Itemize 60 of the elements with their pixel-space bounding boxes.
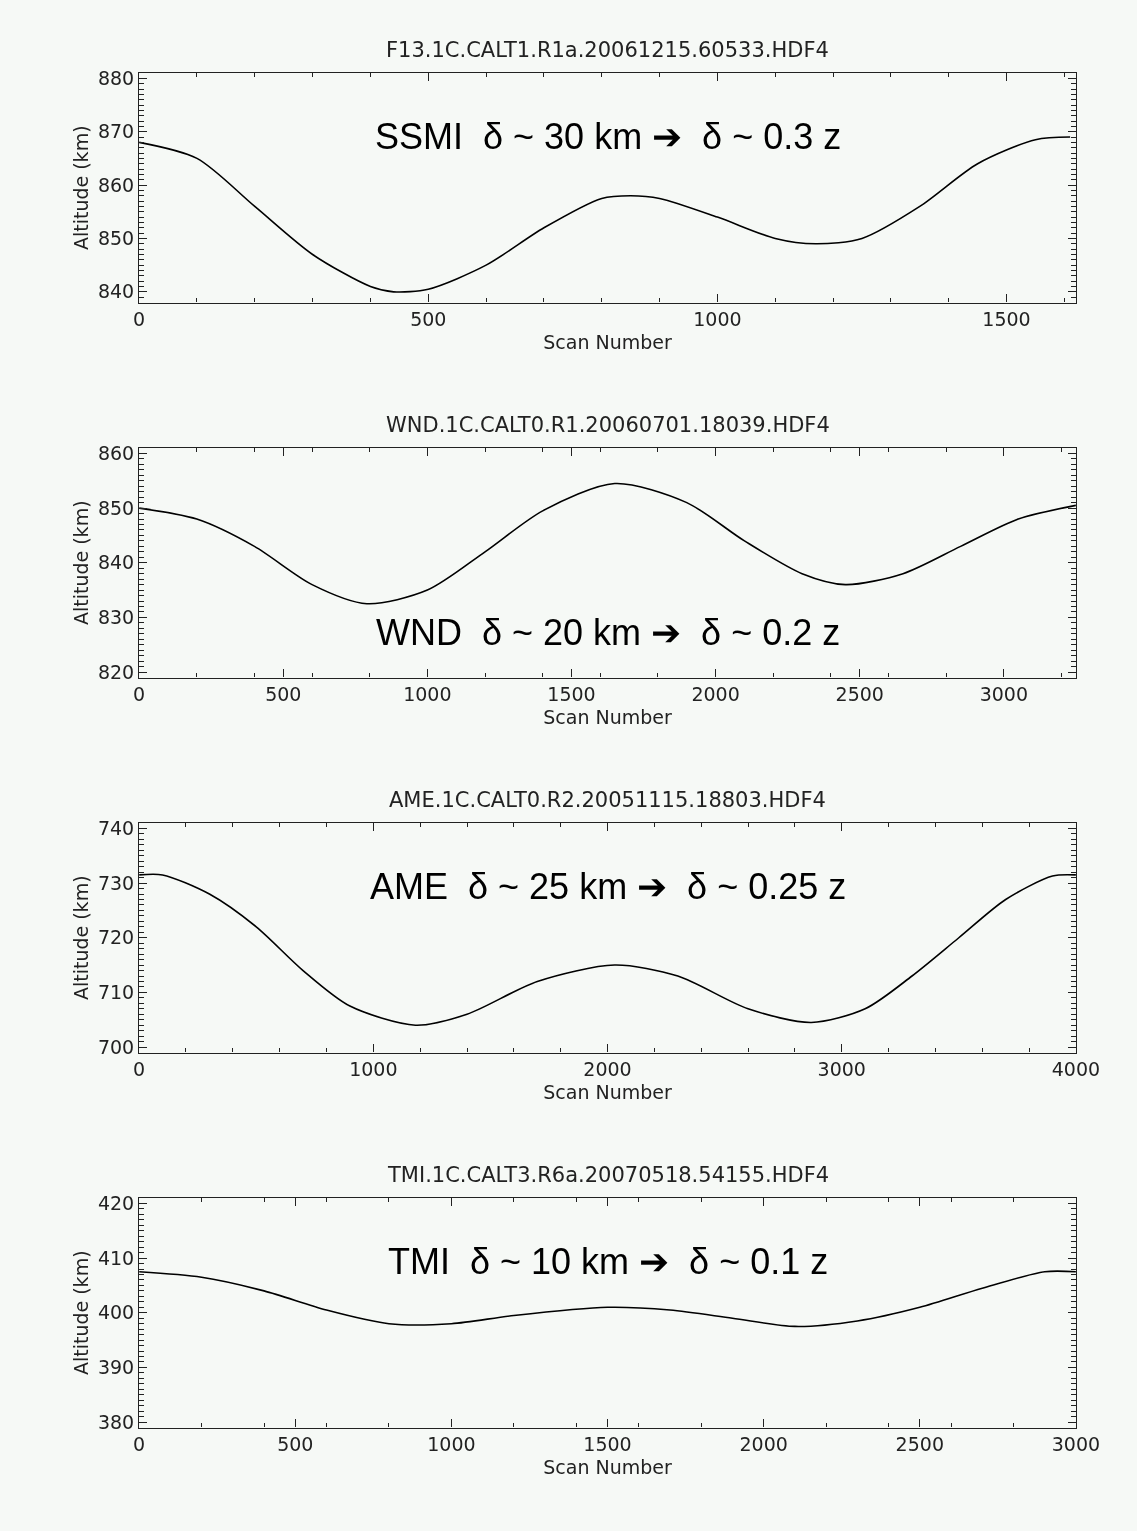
x-tick-label: 3000 (817, 1058, 866, 1081)
x-tick-label: 500 (277, 1433, 314, 1456)
x-tick-label: 1000 (349, 1058, 398, 1081)
chart-title: F13.1C.CALT1.R1a.20061215.60533.HDF4 (386, 38, 829, 62)
x-tick-label: 500 (265, 683, 302, 706)
y-tick-label: 860 (97, 173, 135, 196)
y-tick-label: 380 (97, 1410, 135, 1433)
x-tick-label: 0 (133, 1433, 146, 1456)
x-tick-label: 2500 (835, 683, 884, 706)
y-tick-label: 840 (97, 551, 135, 574)
y-tick-label: 700 (97, 1035, 135, 1058)
y-axis-title: Altitude (km) (69, 500, 92, 626)
y-tick-label: 730 (97, 871, 135, 894)
y-tick-label: 850 (97, 496, 135, 519)
x-tick-label: 2000 (739, 1433, 788, 1456)
x-axis-title: Scan Number (543, 1081, 672, 1104)
x-tick-label: 0 (133, 1058, 146, 1081)
chart-title: WND.1C.CALT0.R1.20060701.18039.HDF4 (386, 413, 830, 437)
y-tick-label: 720 (97, 926, 135, 949)
annotation: AME δ ~ 25 km ➔ δ ~ 0.25 z (370, 866, 847, 907)
x-tick-label: 4000 (1051, 1058, 1101, 1081)
x-tick-label: 1000 (403, 683, 452, 706)
x-tick-label: 2500 (895, 1433, 944, 1456)
y-tick-label: 390 (97, 1356, 135, 1379)
y-tick-label: 400 (97, 1301, 135, 1324)
x-tick-label: 500 (410, 308, 447, 331)
x-tick-label: 1000 (693, 308, 742, 331)
x-axis-title: Scan Number (543, 706, 672, 729)
chart-title: AME.1C.CALT0.R2.20051115.18803.HDF4 (389, 788, 826, 812)
line-series (139, 873, 1076, 1026)
x-tick-label: 2000 (691, 683, 740, 706)
y-tick-label: 830 (97, 606, 135, 629)
x-tick-label: 0 (133, 308, 146, 331)
x-tick-label: 2000 (583, 1058, 632, 1081)
x-tick-label: 3000 (1051, 1433, 1101, 1456)
y-axis-title: Altitude (km) (69, 125, 92, 251)
y-tick-label: 870 (97, 120, 135, 143)
y-tick-label: 410 (97, 1246, 135, 1269)
x-axis-title: Scan Number (543, 1456, 672, 1479)
y-tick-label: 740 (97, 817, 135, 840)
x-tick-label: 3000 (979, 683, 1029, 706)
y-tick-label: 860 (97, 442, 135, 465)
annotation: TMI δ ~ 10 km ➔ δ ~ 0.1 z (388, 1241, 829, 1282)
annotation: WND δ ~ 20 km ➔ δ ~ 0.2 z (376, 612, 841, 653)
y-tick-label: 820 (97, 660, 135, 683)
y-tick-label: 880 (97, 66, 135, 89)
y-tick-label: 850 (97, 227, 135, 250)
x-tick-label: 1000 (427, 1433, 476, 1456)
y-axis-title: Altitude (km) (69, 875, 92, 1001)
y-axis-title: Altitude (km) (69, 1250, 92, 1376)
x-tick-label: 0 (133, 683, 146, 706)
y-tick-label: 420 (97, 1192, 135, 1215)
chart-title: TMI.1C.CALT3.R6a.20070518.54155.HDF4 (387, 1163, 830, 1187)
y-tick-label: 840 (97, 280, 135, 303)
x-tick-label: 1500 (547, 683, 596, 706)
x-tick-label: 1500 (583, 1433, 632, 1456)
y-tick-label: 710 (97, 981, 135, 1004)
x-axis-title: Scan Number (543, 331, 672, 354)
x-tick-label: 1500 (982, 308, 1031, 331)
annotation: SSMI δ ~ 30 km ➔ δ ~ 0.3 z (375, 116, 842, 157)
